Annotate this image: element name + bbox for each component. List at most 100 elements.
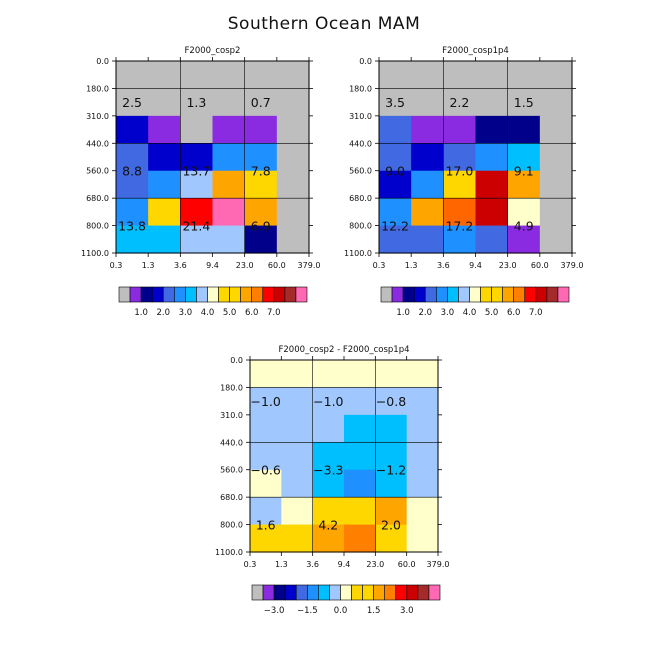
- colorbar-label: 3.0: [441, 308, 455, 318]
- colorbar-swatch: [162, 286, 175, 303]
- heatmap-cell: [180, 88, 214, 117]
- colorbar-swatch: [318, 584, 330, 601]
- heatmap-cell: [406, 524, 439, 553]
- heatmap-cell: [212, 61, 246, 90]
- heatmap-cell: [344, 387, 376, 416]
- heatmap-cell: [375, 469, 408, 498]
- colorbar-swatch: [240, 286, 253, 303]
- heatmap-cell: [507, 88, 541, 117]
- colorbar-swatch: [480, 286, 492, 303]
- colorbar-swatch: [284, 286, 297, 303]
- heatmap-cell: [443, 170, 477, 199]
- heatmap-cell: [212, 198, 246, 227]
- heatmap-cell: [250, 387, 282, 416]
- heatmap-cell: [379, 143, 412, 172]
- colorbar-label: 7.0: [267, 308, 281, 318]
- heatmap-cell: [148, 170, 181, 199]
- colorbar-swatch: [196, 286, 208, 303]
- colorbar-label: 0.0: [334, 606, 348, 616]
- colorbar-swatch: [118, 286, 131, 303]
- heatmap-cell: [281, 524, 314, 553]
- y-tick-label: 680.0: [86, 194, 109, 203]
- value-label: 9.1: [514, 164, 534, 179]
- value-label: 7.8: [251, 164, 271, 179]
- heatmap-cell: [281, 360, 314, 389]
- heatmap-cell: [244, 88, 278, 117]
- heatmap-cell: [475, 115, 509, 144]
- colorbar-label: 3.0: [179, 308, 193, 318]
- value-label: −0.6: [250, 463, 280, 478]
- value-label: 4.2: [318, 518, 338, 533]
- heatmap-cell: [475, 143, 509, 172]
- colorbar-label: −1.5: [297, 606, 318, 616]
- colorbar-swatch: [491, 286, 503, 303]
- heatmap-cell: [379, 198, 412, 227]
- colorbar-swatch: [458, 286, 470, 303]
- colorbar-swatch: [218, 286, 230, 303]
- y-tick-label: 800.0: [86, 222, 109, 231]
- colorbar-swatch: [295, 286, 308, 303]
- heatmap-cell: [281, 442, 314, 471]
- heatmap-cell: [406, 360, 439, 389]
- heatmap-cell: [244, 170, 278, 199]
- colorbar-swatch: [329, 584, 341, 601]
- panel-difference: F2000_cosp2 - F2000_cosp1p4 0.0 180.0 310.0…: [215, 345, 449, 569]
- x-tick-label: 3.6: [437, 261, 450, 270]
- heatmap-cell: [116, 198, 149, 227]
- heatmap-cell: [379, 115, 412, 144]
- value-label: 17.0: [445, 164, 473, 179]
- heatmap-cell: [116, 115, 149, 144]
- colorbar-label: 1.0: [134, 308, 148, 318]
- value-label: 2.2: [449, 95, 469, 110]
- y-tick-label: 440.0: [349, 139, 372, 148]
- heatmap-cell: [375, 360, 408, 389]
- x-tick-label: 60.0: [531, 261, 549, 270]
- heatmap-cell: [379, 225, 412, 254]
- colorbar-swatch: [384, 584, 397, 601]
- colorbar-label: 4.0: [201, 308, 215, 318]
- heatmap-cell: [180, 143, 214, 172]
- colorbar-swatch: [513, 286, 526, 303]
- heatmap-cell: [507, 170, 541, 199]
- heatmap-cell: [250, 497, 282, 526]
- heatmap-cell: [244, 143, 278, 172]
- heatmap-cell: [312, 497, 345, 526]
- colorbar-swatch: [185, 286, 197, 303]
- x-tick-label: 60.0: [398, 560, 416, 569]
- heatmap-cell: [276, 88, 310, 117]
- x-tick-label: 3.6: [174, 261, 187, 270]
- heatmap-cell: [443, 61, 477, 90]
- value-label: 3.5: [385, 95, 405, 110]
- heatmap-cell: [475, 170, 509, 199]
- colorbar-label: 2.0: [156, 308, 170, 318]
- heatmap-cell: [344, 414, 376, 443]
- heatmap-cell: [443, 88, 477, 117]
- y-tick-label: 1100.0: [215, 548, 243, 557]
- value-label: 1.5: [514, 95, 534, 110]
- heatmap-cell: [406, 469, 439, 498]
- heatmap-cell: [406, 497, 439, 526]
- y-tick-label: 1100.0: [81, 249, 109, 258]
- x-tick-label: 0.3: [244, 560, 257, 569]
- heatmap-cell: [148, 88, 181, 117]
- heatmap-cell: [475, 225, 509, 254]
- value-label: −3.3: [313, 463, 343, 478]
- heatmap-cell: [411, 143, 444, 172]
- heatmap-cell: [539, 198, 573, 227]
- y-tick-label: 680.0: [349, 194, 372, 203]
- colorbar-swatch: [284, 584, 297, 601]
- colorbar-swatch: [406, 584, 419, 601]
- x-tick-label: 3.6: [306, 560, 319, 569]
- heatmap-cell: [250, 469, 282, 498]
- y-tick-label: 180.0: [220, 383, 243, 392]
- x-tick-label: 60.0: [268, 261, 286, 270]
- colorbar-label: 1.5: [367, 606, 381, 616]
- x-tick-label: 1.3: [405, 261, 418, 270]
- heatmap-cell: [375, 497, 408, 526]
- value-label: 2.0: [381, 518, 401, 533]
- heatmap-cell: [411, 88, 444, 117]
- value-label: 2.5: [122, 95, 142, 110]
- heatmap-cell: [148, 115, 181, 144]
- heatmap-cell: [312, 360, 345, 389]
- heatmap-cell: [379, 88, 412, 117]
